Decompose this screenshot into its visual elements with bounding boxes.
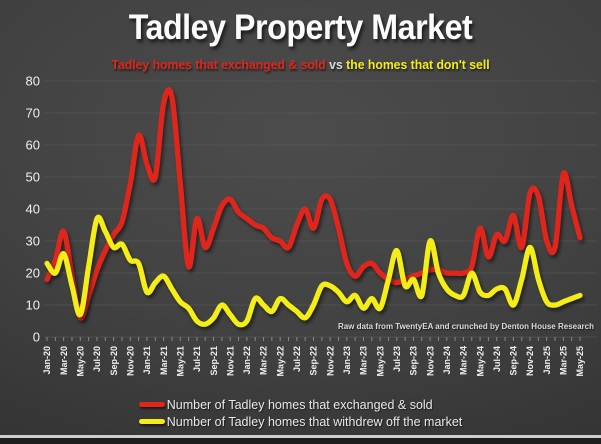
x-axis-label: Jan-21 — [142, 346, 152, 375]
x-axis-label: May-20 — [76, 346, 86, 377]
x-axis-label: Jul-24 — [492, 346, 502, 372]
x-axis-label: May-23 — [375, 346, 385, 377]
y-axis-label: 20 — [26, 266, 40, 281]
page-title: Tadley Property Market — [128, 8, 473, 47]
y-axis-label: 70 — [26, 106, 40, 121]
x-axis-label: Sep-23 — [409, 346, 419, 376]
x-axis-label: Nov-22 — [325, 346, 335, 376]
x-axis-label: Jan-20 — [42, 346, 52, 375]
subtitle-sold-text: Tadley homes that exchanged & sold — [111, 57, 326, 72]
x-axis-label: May-24 — [475, 346, 485, 377]
subtitle-vs-text: vs — [329, 57, 343, 72]
x-axis-label: Mar-20 — [59, 346, 69, 375]
x-axis-label: Jul-21 — [192, 346, 202, 372]
slide-bottom-dark-band — [0, 438, 601, 444]
x-axis-label: Jul-20 — [92, 346, 102, 372]
legend-label-sold: Number of Tadley homes that exchanged & … — [166, 397, 433, 412]
x-axis-label: Sep-21 — [209, 346, 219, 376]
x-axis-label: Jan-22 — [242, 346, 252, 375]
legend-item-sold: Number of Tadley homes that exchanged & … — [138, 397, 433, 412]
property-market-chart: 0 10 20 30 40 50 60 70 80 Jan-20 Mar-20 May-20 Jul-2… — [26, 75, 597, 377]
x-axis-label: Nov-21 — [225, 346, 235, 376]
x-axis-label: May-21 — [175, 346, 185, 377]
y-axis-label: 50 — [26, 170, 40, 185]
y-axis-label: 80 — [26, 75, 40, 89]
subtitle-withdrew-text: the homes that don't sell — [346, 57, 490, 72]
x-axis-label: Nov-20 — [125, 346, 135, 376]
x-axis-label: Sep-20 — [109, 346, 119, 376]
x-axis-label: Sep-22 — [309, 346, 319, 376]
x-axis-label: Nov-23 — [425, 346, 435, 376]
x-axis-label: Jan-23 — [342, 346, 352, 375]
legend-label-withdrew: Number of Tadley homes that withdrew off… — [166, 414, 463, 429]
x-axis-label: Sep-24 — [509, 346, 519, 376]
y-axis-label: 30 — [26, 234, 40, 249]
legend-item-withdrew: Number of Tadley homes that withdrew off… — [138, 414, 463, 429]
chart-legend: Number of Tadley homes that exchanged & … — [0, 397, 601, 429]
y-axis-label: 40 — [26, 202, 40, 217]
x-axis-label: May-25 — [575, 346, 585, 377]
x-axis-label: Jan-24 — [442, 346, 452, 375]
x-axis-label: Mar-21 — [159, 346, 169, 375]
slide-bottom-edge-line — [0, 435, 601, 438]
x-axis-label: May-22 — [275, 346, 285, 377]
x-axis-label: Mar-24 — [459, 346, 469, 375]
x-axis-label: Jul-22 — [292, 346, 302, 372]
x-axis-label: Mar-22 — [259, 346, 269, 375]
y-axis-label: 0 — [33, 330, 40, 345]
withdrew-line — [44, 214, 583, 328]
y-axis-label: 10 — [26, 298, 40, 313]
sold-line — [44, 87, 583, 321]
x-axis-label: Jul-23 — [392, 346, 402, 372]
x-axis-label: Mar-23 — [359, 346, 369, 375]
page-subtitle: Tadley homes that exchanged & sold vs th… — [18, 57, 583, 72]
sold-line-swatch — [138, 402, 165, 407]
legend-block: Number of Tadley homes that exchanged & … — [138, 397, 463, 429]
attribution-text: Raw data from TwentyEA and crunched by D… — [337, 322, 594, 331]
x-axis-label: Jan-25 — [542, 346, 552, 375]
x-axis-label: Nov-24 — [525, 346, 535, 376]
x-axis-label: Mar-25 — [559, 346, 569, 375]
y-axis-label: 60 — [26, 138, 40, 153]
withdrew-line-swatch — [138, 419, 165, 424]
